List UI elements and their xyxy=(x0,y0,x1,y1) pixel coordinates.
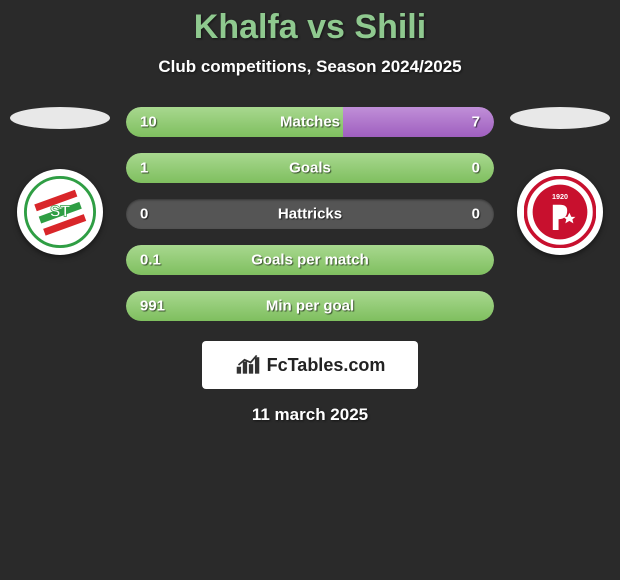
stat-bar: 10 7 Matches xyxy=(126,107,494,137)
stat-left-value: 0 xyxy=(140,206,148,223)
page-title: Khalfa vs Shili xyxy=(0,8,620,47)
right-team-badge: 1920 xyxy=(517,169,603,255)
right-player-col: 1920 xyxy=(508,107,612,255)
stat-left-value: 1 xyxy=(140,160,148,177)
stats-column: 107Matches10Goals00Hattricks0.1Goals per… xyxy=(112,107,508,321)
date-label: 11 march 2025 xyxy=(0,405,620,425)
stat-label: Min per goal xyxy=(266,298,354,315)
stat-bar: 0 0 Hattricks xyxy=(126,199,494,229)
stat-bar: 991 Min per goal xyxy=(126,291,494,321)
left-player-col: ST xyxy=(8,107,112,255)
brand-text: FcTables.com xyxy=(267,355,386,376)
stat-right-value: 7 xyxy=(472,114,480,131)
stat-left-value: 0.1 xyxy=(140,252,161,269)
stat-right-value: 0 xyxy=(472,160,480,177)
stat-label: Goals per match xyxy=(251,252,369,269)
svg-text:1920: 1920 xyxy=(552,192,568,201)
stat-label: Matches xyxy=(280,114,340,131)
left-team-badge: ST xyxy=(17,169,103,255)
left-player-placeholder xyxy=(10,107,110,129)
stat-label: Hattricks xyxy=(278,206,342,223)
stat-right-value: 0 xyxy=(472,206,480,223)
stade-tunisien-logo-icon: ST xyxy=(24,176,96,248)
stat-label: Goals xyxy=(289,160,331,177)
main-row: ST 107Matches10Goals00Hattricks0.1Goals … xyxy=(0,107,620,321)
stat-bar: 0.1 Goals per match xyxy=(126,245,494,275)
brand-logo[interactable]: FcTables.com xyxy=(202,341,418,389)
right-player-placeholder xyxy=(510,107,610,129)
bar-chart-icon xyxy=(235,354,261,376)
subtitle: Club competitions, Season 2024/2025 xyxy=(0,57,620,77)
comparison-card: Khalfa vs Shili Club competitions, Seaso… xyxy=(0,0,620,425)
stat-left-value: 10 xyxy=(140,114,157,131)
stat-bar: 1 0 Goals xyxy=(126,153,494,183)
svg-text:ST: ST xyxy=(50,203,71,220)
club-africain-logo-icon: 1920 xyxy=(524,176,596,248)
stat-left-value: 991 xyxy=(140,298,165,315)
